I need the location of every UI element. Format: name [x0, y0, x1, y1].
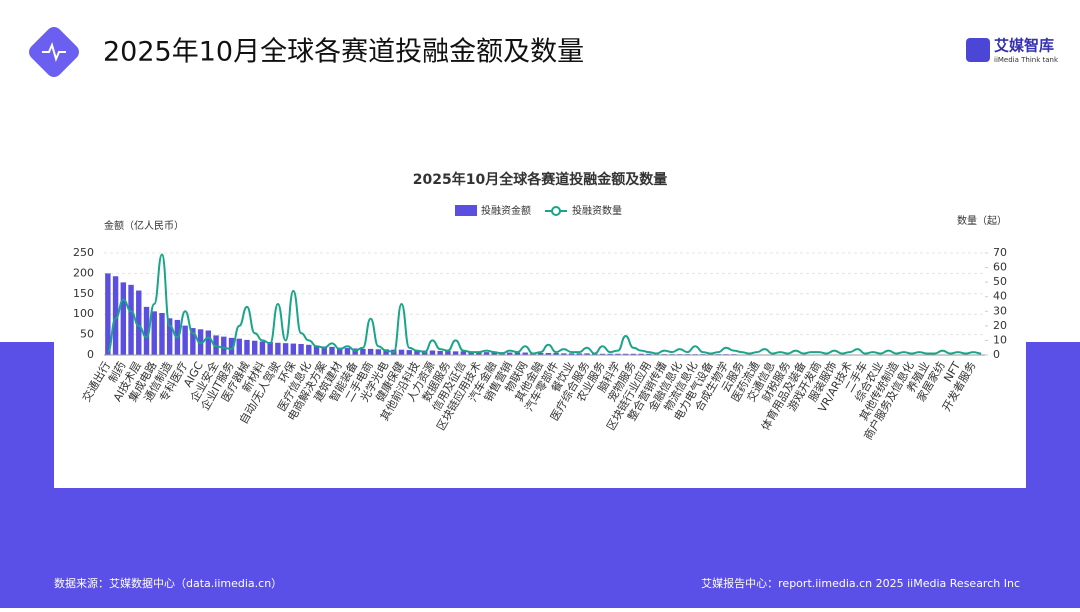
y2-tick-label: 70 — [993, 246, 1007, 259]
legend-swatch — [455, 205, 477, 216]
y2-tick-label: 10 — [993, 333, 1007, 346]
y-tick-label: 0 — [87, 348, 94, 361]
bar — [275, 343, 280, 355]
bar — [368, 349, 373, 355]
bar — [221, 337, 226, 355]
bar — [453, 351, 458, 355]
bar — [360, 349, 365, 355]
bar — [237, 339, 242, 355]
legend-label: 投融资金额 — [481, 204, 531, 217]
bar — [152, 311, 157, 355]
bar — [430, 351, 435, 355]
y2-tick-label: 40 — [993, 290, 1007, 303]
bar — [182, 326, 187, 355]
page-title: 2025年10月全球各赛道投融金额及数量 — [103, 37, 584, 68]
y2-tick-label: 50 — [993, 275, 1007, 288]
bar — [399, 350, 404, 355]
y-tick-label: 200 — [73, 266, 94, 279]
report: 艾媒报告中心：report.iimedia.cn 2025 iiMedia Re… — [701, 576, 1020, 590]
y-tick-label: 100 — [73, 307, 94, 320]
legend-dot — [552, 207, 560, 215]
y2-tick-label: 60 — [993, 261, 1007, 274]
y-tick-label: 250 — [73, 246, 94, 259]
bar — [260, 342, 265, 355]
y2-tick-label: 30 — [993, 304, 1007, 317]
bar — [437, 351, 442, 355]
bar — [105, 273, 110, 355]
y2-tick-label: 0 — [993, 348, 1000, 361]
chart-title: 2025年10月全球各赛道投融金额及数量 — [413, 171, 667, 188]
bar — [121, 282, 126, 355]
bar — [407, 350, 412, 355]
bar — [128, 285, 133, 355]
bar — [252, 341, 257, 355]
y-label: 金额（亿人民币） — [104, 219, 184, 232]
source: 数据来源：艾媒数据中心（data.iimedia.cn） — [54, 576, 282, 590]
panel — [54, 150, 1026, 488]
bar — [291, 344, 296, 355]
bar — [283, 343, 288, 355]
y-tick-label: 150 — [73, 287, 94, 300]
bar — [244, 340, 249, 355]
bar — [376, 349, 381, 355]
y2-label: 数量（起） — [957, 214, 1007, 227]
legend-label: 投融资数量 — [572, 204, 622, 217]
bar — [159, 313, 164, 355]
bar — [345, 348, 350, 355]
bar — [298, 344, 303, 355]
logo: 艾媒智库 — [994, 37, 1054, 55]
bar — [461, 351, 466, 355]
y2-tick-label: 20 — [993, 319, 1007, 332]
y-tick-label: 50 — [80, 328, 94, 341]
logo-icon — [966, 38, 990, 62]
logo-sub: iiMedia Think tank — [994, 56, 1059, 64]
bar — [306, 345, 311, 355]
bar — [206, 331, 211, 355]
bar — [329, 347, 334, 355]
